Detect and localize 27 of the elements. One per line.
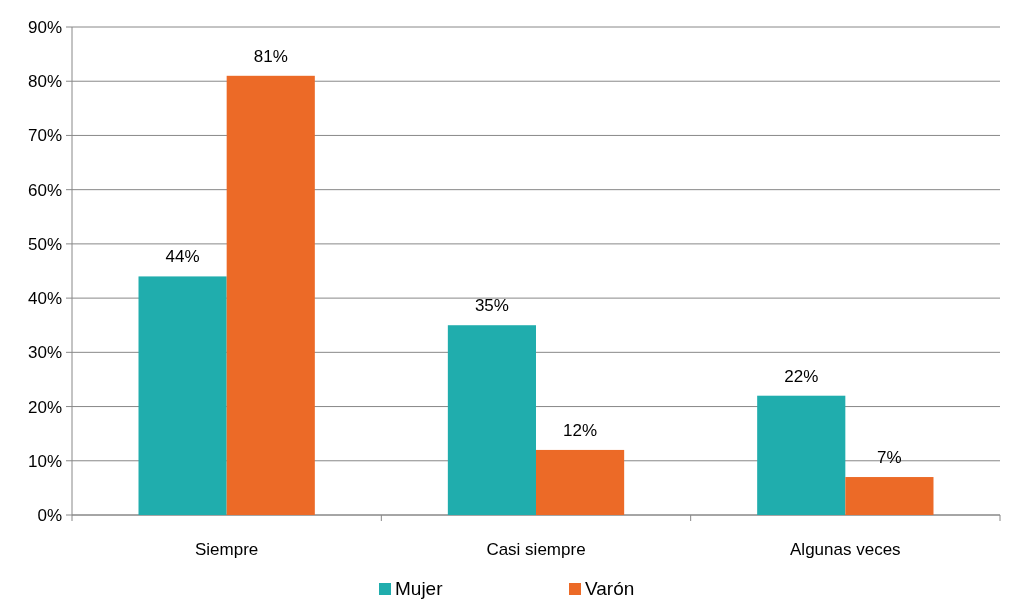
data-label: 44% xyxy=(165,247,200,267)
bar xyxy=(138,276,227,515)
y-tick-label: 0% xyxy=(37,505,62,525)
y-tick-label: 10% xyxy=(27,451,62,471)
y-tick-label: 20% xyxy=(27,397,62,417)
data-label: 22% xyxy=(784,366,819,386)
x-tick-label: Algunas veces xyxy=(790,540,901,559)
data-label: 81% xyxy=(253,46,288,66)
y-tick-label: 50% xyxy=(27,234,62,254)
bar xyxy=(845,477,934,515)
bar xyxy=(536,449,625,515)
y-tick-label: 80% xyxy=(27,72,62,92)
x-tick-label: Casi siempre xyxy=(486,540,586,559)
bar xyxy=(226,75,315,515)
y-tick-label: 40% xyxy=(27,289,62,309)
y-tick-label: 30% xyxy=(27,343,62,363)
data-label: 35% xyxy=(474,296,509,316)
y-tick-label: 90% xyxy=(27,17,62,37)
y-tick-label: 70% xyxy=(27,126,62,146)
data-label: 7% xyxy=(877,448,902,468)
legend-label: Mujer xyxy=(395,578,444,599)
data-label: 12% xyxy=(563,420,598,440)
legend-label: Varón xyxy=(585,578,635,599)
bar xyxy=(447,325,536,515)
bar xyxy=(757,395,846,515)
y-tick-label: 60% xyxy=(27,180,62,200)
x-tick-label: Siempre xyxy=(195,540,259,559)
